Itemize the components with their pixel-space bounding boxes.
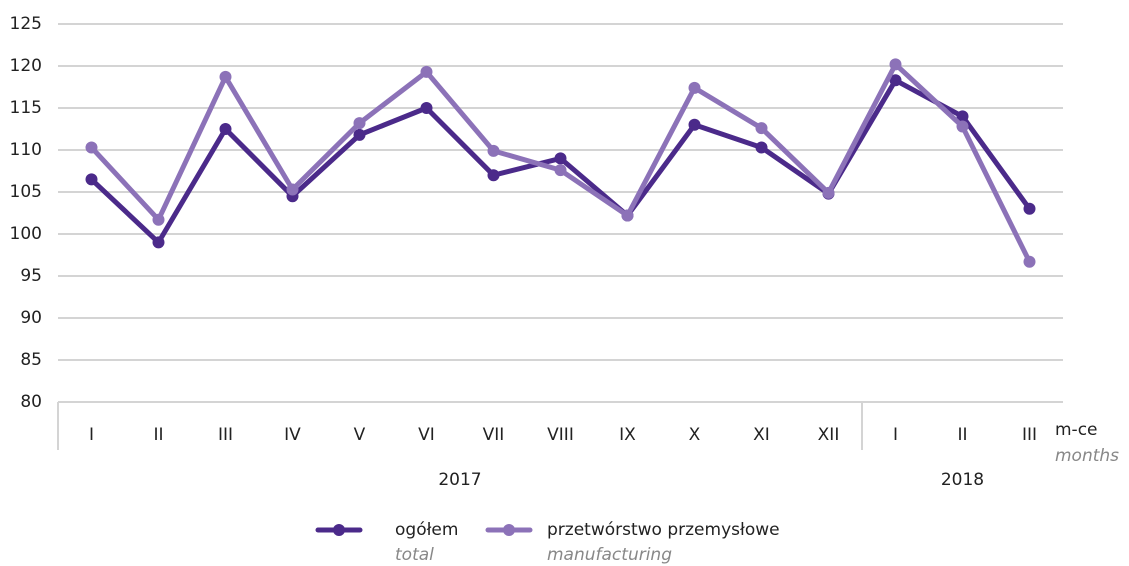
point	[85, 141, 98, 154]
y-tick-label: 95	[20, 266, 42, 286]
x-tick-label: V	[354, 425, 366, 445]
y-tick-label: 110	[10, 140, 42, 160]
point	[487, 169, 500, 182]
x-tick-label: IX	[619, 425, 636, 445]
x-tick-label: I	[89, 425, 94, 445]
legend-label: przetwórstwo przemysłowe	[547, 520, 780, 540]
x-tick-label: XII	[818, 425, 840, 445]
point	[353, 128, 366, 141]
point	[353, 117, 366, 130]
y-tick-label: 120	[10, 56, 42, 76]
point	[755, 122, 768, 135]
point	[487, 144, 500, 157]
point	[286, 183, 299, 196]
y-tick-label: 100	[10, 224, 42, 244]
point	[889, 74, 902, 87]
x-tick-label: III	[1022, 425, 1037, 445]
point	[688, 118, 701, 131]
y-tick-label: 80	[20, 392, 42, 412]
legend-label-en: manufacturing	[547, 545, 672, 565]
x-tick-label: X	[689, 425, 701, 445]
x-tick-label: XI	[753, 425, 770, 445]
x-axis-label-en: months	[1055, 446, 1119, 466]
legend-label-en: total	[395, 545, 434, 565]
x-tick-label: VI	[418, 425, 435, 445]
y-tick-label: 115	[10, 98, 42, 118]
point	[1023, 255, 1036, 268]
point	[420, 65, 433, 78]
point	[219, 70, 232, 83]
point	[219, 123, 232, 135]
point	[621, 209, 634, 222]
x-tick-label: II	[957, 425, 967, 445]
point	[420, 102, 433, 114]
group-label: 2017	[438, 470, 481, 490]
point	[688, 81, 701, 94]
x-tick-label: VII	[483, 425, 505, 445]
legend-label: ogółem	[395, 520, 458, 540]
point	[85, 173, 98, 186]
y-tick-label: 125	[10, 14, 42, 34]
x-tick-label: VIII	[547, 425, 574, 445]
point	[152, 213, 165, 226]
x-tick-label: I	[893, 425, 898, 445]
point	[1023, 202, 1036, 215]
point	[956, 110, 969, 123]
point	[554, 152, 567, 165]
y-tick-label: 90	[20, 308, 42, 328]
x-axis-label: m-ce	[1055, 420, 1098, 440]
point	[889, 58, 902, 71]
legend-marker	[503, 524, 515, 536]
x-tick-label: III	[218, 425, 233, 445]
legend-marker	[333, 524, 345, 536]
x-tick-label: IV	[284, 425, 301, 445]
point	[554, 164, 567, 177]
point	[755, 141, 768, 154]
x-tick-label: II	[153, 425, 163, 445]
y-tick-label: 105	[10, 182, 42, 202]
group-label: 2018	[941, 470, 984, 490]
y-tick-label: 85	[20, 350, 42, 370]
point	[152, 236, 165, 249]
point	[822, 186, 835, 199]
point	[956, 120, 969, 133]
